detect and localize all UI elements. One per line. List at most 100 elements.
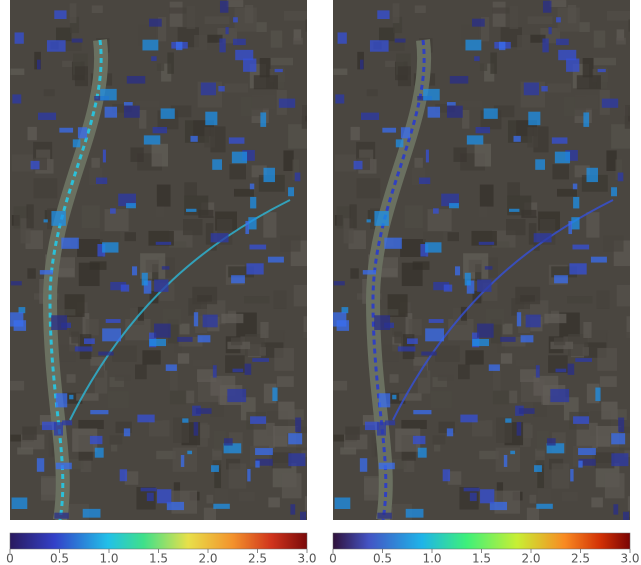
flood-area [90,410,108,414]
flood-area [401,127,410,138]
terrain [507,196,531,216]
flood-area [472,19,485,27]
flood-area [255,461,259,468]
colorbar-tick-label: 0.5 [373,552,392,565]
colorbar-tick-label: 1.0 [99,552,118,565]
terrain [351,127,360,140]
terrain [229,463,247,488]
flood-area [528,112,540,125]
colorbar-tick-label: 1.5 [472,552,491,565]
terrain [263,212,276,237]
terrain [393,3,400,23]
terrain [28,127,37,140]
flood-area [176,42,182,50]
terrain [183,219,203,235]
flood-area [247,469,250,481]
terrain [293,38,303,45]
terrain [110,435,123,444]
flood-area [568,364,575,375]
terrain [268,497,280,507]
terrain [274,348,294,371]
flood-area [447,428,453,436]
flood-area [205,112,217,125]
terrain [399,393,421,400]
terrain [157,185,171,207]
terrain [26,204,33,228]
flood-area [519,408,535,414]
terrain [557,189,577,197]
flood-area [484,108,498,118]
flood-area [385,420,395,425]
terrain [606,150,616,171]
flood-area [335,94,344,103]
map-panel [333,0,641,540]
flood-area [96,178,107,184]
terrain [390,374,399,383]
terrain [492,8,509,14]
terrain [434,445,440,452]
figure: 00.51.01.52.02.53.000.51.01.52.02.53.0 [0,0,641,565]
terrain [256,22,267,32]
terrain [244,296,270,303]
flood-area [474,56,479,61]
terrain [528,16,553,24]
flood-area [598,69,606,72]
terrain [616,38,626,45]
flood-area [213,365,217,377]
flood-area [124,102,133,106]
terrain [607,11,631,21]
flood-area [102,328,121,341]
flood-area [541,86,547,91]
terrain [486,308,505,324]
flood-area [279,99,295,108]
flood-area [510,451,515,454]
flood-area [425,328,444,341]
flood-area [186,209,196,212]
terrain [579,22,590,32]
terrain [550,0,566,7]
flood-area [338,32,347,43]
flood-area [613,504,618,514]
flood-area [40,270,53,274]
flood-area [75,346,93,351]
terrain [431,391,452,408]
flood-area [377,10,389,19]
terrain [44,89,55,96]
terrain [71,332,79,344]
terrain [520,295,535,301]
flood-area [465,40,481,51]
flood-area [187,451,192,454]
terrain [205,16,230,24]
terrain [284,11,308,21]
flood-area [198,335,211,342]
terrain [41,478,57,500]
flood-area [235,50,253,60]
flood-area [382,128,396,133]
terrain [204,127,215,147]
terrain [357,178,381,198]
flood-area [398,346,416,351]
terrain [76,393,98,400]
colorbar-tick-label: 1.0 [422,552,441,565]
flood-area [149,339,166,346]
flood-area [396,139,404,147]
terrain [496,448,520,472]
flood-area [98,352,113,356]
terrain [605,473,625,498]
terrain [529,495,536,504]
flood-area [142,40,158,51]
flood-area [250,416,266,424]
terrain [260,322,268,338]
flood-area [337,320,349,331]
flood-area [499,42,505,50]
flood-area [211,233,229,242]
flood-area [110,208,116,213]
flood-area [232,152,247,164]
flood-area [132,266,137,275]
terrain [350,268,358,278]
flood-area [509,209,519,212]
terrain [510,6,519,29]
terrain [173,448,197,472]
flood-area [106,319,121,323]
flood-area [556,39,569,45]
